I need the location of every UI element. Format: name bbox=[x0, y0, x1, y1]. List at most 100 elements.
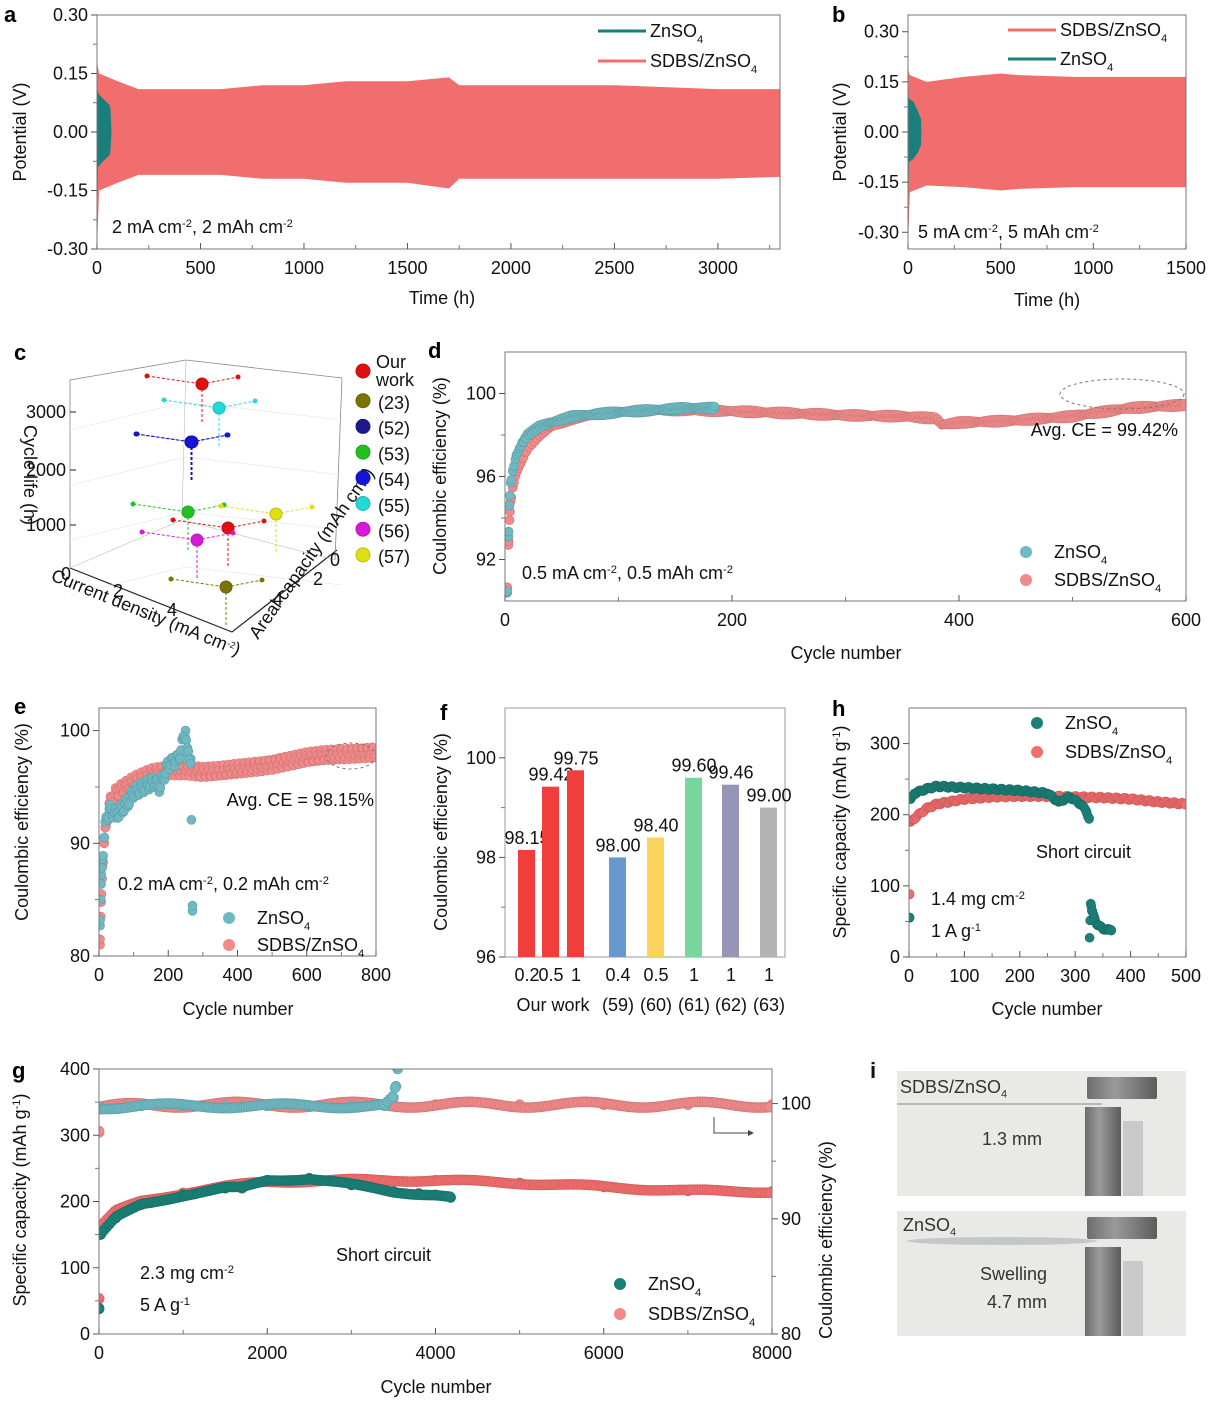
text-part: 4 bbox=[304, 921, 310, 933]
text-part: 4 bbox=[751, 64, 757, 76]
projection-point bbox=[170, 517, 176, 523]
y-tick-label: 400 bbox=[60, 1059, 90, 1079]
y2-tick-label: 90 bbox=[781, 1209, 801, 1229]
legend-label-c: (52) bbox=[378, 419, 410, 439]
projection-line bbox=[170, 578, 227, 588]
projection-line bbox=[163, 399, 220, 409]
panel-d: d 0 200 400 600 92 96 100 Cycle number Coulombic … bbox=[428, 338, 1201, 663]
bar bbox=[542, 786, 559, 957]
y-tick-label: 100 bbox=[466, 384, 496, 404]
bar-category-label: 0.5 bbox=[538, 965, 563, 985]
legend-znso4-h-label: ZnSO4 bbox=[1065, 713, 1118, 738]
text-part: ZnSO bbox=[1060, 49, 1107, 69]
legend-label-c: (23) bbox=[378, 393, 410, 413]
sdbs-ce-point bbox=[505, 515, 515, 525]
legend-sdbs-d-label: SDBS/ZnSO4 bbox=[1054, 570, 1161, 595]
bar bbox=[518, 849, 535, 957]
caliper-slider bbox=[1123, 1121, 1143, 1196]
bar-value-label: 98.40 bbox=[633, 815, 678, 835]
projection-point bbox=[259, 577, 265, 583]
bar-value-label: 99.46 bbox=[708, 763, 753, 783]
text-part: 2 mA cm bbox=[112, 217, 182, 237]
y-tick-label: 0.00 bbox=[53, 122, 88, 142]
projection-point bbox=[230, 530, 236, 536]
text-part: SDBS/ZnSO bbox=[650, 51, 751, 71]
y-tick-label: 200 bbox=[60, 1192, 90, 1212]
panel-g: g 0 2000 4000 6000 8000 0 100 200 300 400 80 90 100 Cy… bbox=[10, 1058, 836, 1397]
projection-point bbox=[309, 504, 315, 510]
z-tick-label: 1000 bbox=[26, 515, 66, 535]
grid-line-3d bbox=[69, 566, 343, 596]
legend-label-c: (55) bbox=[378, 496, 410, 516]
text-part: 0.5 mA cm bbox=[522, 563, 607, 583]
x-axis-label-d: Cycle number bbox=[790, 643, 901, 663]
x-tick-label: 2000 bbox=[247, 1343, 287, 1363]
znso4-ce-g-point bbox=[389, 1082, 401, 1094]
y-axis-label-d: Coulombic efficiency (%) bbox=[430, 377, 450, 575]
photo-sdbs-znso4: SDBS/ZnSO4 1.3 mm bbox=[897, 1071, 1186, 1196]
data-layer-d bbox=[505, 398, 1186, 598]
text-part: , 0.2 mAh cm bbox=[213, 874, 319, 894]
sdbs-capacity-point bbox=[1180, 799, 1186, 810]
text-part: -2 bbox=[988, 223, 998, 235]
text-part: -2 bbox=[723, 564, 733, 576]
y-tick-label: 90 bbox=[70, 833, 90, 853]
y-tick-label: 80 bbox=[70, 946, 90, 966]
right-axis-arrow bbox=[713, 1117, 748, 1134]
projection-point bbox=[139, 529, 145, 535]
text-part: SDBS/ZnSO bbox=[1060, 20, 1161, 40]
caliper-jaw bbox=[1087, 1077, 1157, 1099]
data-point-3d bbox=[185, 435, 199, 449]
x-tick-label: 400 bbox=[944, 610, 974, 630]
legend-swatch-c bbox=[355, 418, 371, 434]
legend-label-c: (57) bbox=[378, 547, 410, 567]
y-tick-label: 300 bbox=[60, 1125, 90, 1145]
x-tick-label: 100 bbox=[949, 966, 979, 986]
bar-category-label: 1 bbox=[571, 965, 581, 985]
sdbs-ce-g-point bbox=[765, 1101, 772, 1113]
text-part: -2 bbox=[607, 564, 617, 576]
x-tick-label: 500 bbox=[986, 258, 1016, 278]
x-axis-label-b: Time (h) bbox=[1014, 290, 1080, 310]
text-part: -1 bbox=[11, 1100, 23, 1110]
text-part: Specific capacity (mAh g bbox=[830, 741, 850, 938]
x-tick-label: 600 bbox=[1171, 610, 1201, 630]
bar-category-label: 0.5 bbox=[643, 965, 668, 985]
x-tick-label: 300 bbox=[1060, 966, 1090, 986]
znso4-ce-point bbox=[505, 500, 515, 511]
projection-point bbox=[225, 432, 231, 438]
y-tick-label: -0.30 bbox=[47, 239, 88, 259]
text-part: SDBS/ZnSO bbox=[1054, 570, 1155, 590]
panel-letter-e: e bbox=[14, 694, 26, 719]
legend-sdbs-d-swatch bbox=[1020, 574, 1032, 586]
x-axis-label-h: Cycle number bbox=[991, 999, 1102, 1019]
znso4-capacity-point bbox=[1084, 814, 1094, 824]
x-tick-label: 0 bbox=[903, 258, 913, 278]
bar bbox=[609, 857, 626, 957]
bar-category-label: 0.4 bbox=[605, 965, 630, 985]
znso4-ce-point bbox=[99, 850, 108, 861]
panel-e: e 0 200 400 600 800 80 90 100 Cycle number Coulomb… bbox=[12, 694, 391, 1019]
text-part: ZnSO bbox=[650, 21, 697, 41]
y-axis-label-f: Coulombic efficiency (%) bbox=[431, 733, 451, 931]
highlight-ellipse bbox=[1059, 378, 1185, 410]
y-tick-label: -0.15 bbox=[47, 181, 88, 201]
text-part: ZnSO bbox=[1065, 713, 1112, 733]
text-part: -1 bbox=[831, 732, 843, 742]
znso4-ce-point bbox=[99, 879, 106, 889]
avg-ce-label-e: Avg. CE = 98.15% bbox=[227, 790, 374, 810]
y-axis-label-h: Specific capacity (mAh g-1) bbox=[830, 726, 850, 939]
znso4-ce-point bbox=[99, 863, 107, 873]
panel-f-frame bbox=[504, 707, 786, 958]
panel-letter-g: g bbox=[12, 1058, 25, 1083]
legend-sdbs-h-label: SDBS/ZnSO4 bbox=[1065, 742, 1172, 767]
condition-annotation-a: 2 mA cm-2, 2 mAh cm-2 bbox=[112, 217, 293, 237]
swelling-note: Swelling bbox=[980, 1264, 1048, 1284]
legend-swatch-c bbox=[355, 363, 371, 379]
condition-annotation-d: 0.5 mA cm-2, 0.5 mAh cm-2 bbox=[522, 563, 733, 583]
projection-point bbox=[168, 576, 174, 582]
projection-point bbox=[161, 397, 167, 403]
y-tick-label: 0.30 bbox=[53, 5, 88, 25]
znso4-ce-point bbox=[99, 915, 105, 925]
bar bbox=[647, 837, 664, 957]
